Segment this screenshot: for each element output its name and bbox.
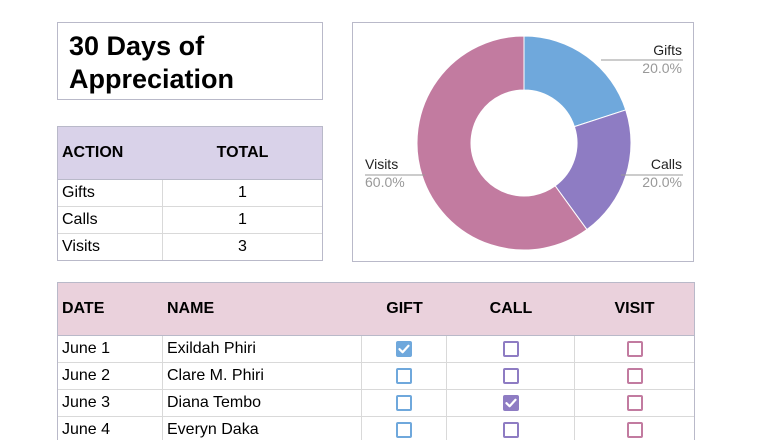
gift-checkbox[interactable] xyxy=(396,368,412,384)
name-cell[interactable]: Diana Tembo xyxy=(163,390,362,416)
visit-cell[interactable] xyxy=(575,417,694,440)
date-cell[interactable]: June 1 xyxy=(58,336,163,362)
visits-pct-label: 60.0% xyxy=(365,174,405,190)
log-header-gift[interactable]: GIFT xyxy=(386,300,423,317)
gift-checkbox[interactable] xyxy=(396,341,412,357)
donut-chart[interactable]: Gifts 20.0% Calls 20.0% Visits 60.0% xyxy=(352,22,694,262)
visit-cell[interactable] xyxy=(575,363,694,389)
calls-slice[interactable] xyxy=(554,109,632,231)
donut-chart-svg: Gifts 20.0% Calls 20.0% Visits 60.0% xyxy=(365,35,683,251)
gifts-slice[interactable] xyxy=(523,35,627,128)
table-row: June 3 Diana Tembo xyxy=(58,390,694,417)
gift-checkbox[interactable] xyxy=(396,422,412,438)
summary-header-row: ACTION TOTAL xyxy=(58,127,322,180)
call-checkbox[interactable] xyxy=(502,368,519,384)
checkmark-icon xyxy=(504,398,517,408)
call-cell[interactable] xyxy=(447,417,575,440)
title-box[interactable]: 30 Days of Appreciation xyxy=(57,22,323,100)
summary-action-cell[interactable]: Visits xyxy=(58,234,163,260)
summary-header-action[interactable]: ACTION xyxy=(62,144,124,161)
checkmark-icon xyxy=(398,344,410,354)
gift-checkbox[interactable] xyxy=(396,395,412,411)
date-cell[interactable]: June 4 xyxy=(58,417,163,440)
summary-total-cell[interactable]: 3 xyxy=(238,238,247,255)
gift-cell[interactable] xyxy=(362,336,447,362)
call-cell[interactable] xyxy=(447,390,575,416)
name-cell[interactable]: Exildah Phiri xyxy=(163,336,362,362)
calls-label: Calls xyxy=(651,156,682,172)
call-checkbox[interactable] xyxy=(502,422,519,438)
log-header-call[interactable]: CALL xyxy=(489,300,533,317)
summary-row: Calls 1 xyxy=(58,207,322,234)
visits-label: Visits xyxy=(365,156,398,172)
appreciation-log-table: DATE NAME GIFT CALL VISIT June 1 Exildah … xyxy=(57,282,695,440)
date-cell[interactable]: June 2 xyxy=(58,363,163,389)
log-body: June 1 Exildah Phiri June 2 Clare M. Phiri J… xyxy=(58,336,694,440)
call-checkbox[interactable] xyxy=(502,341,519,357)
gifts-label: Gifts xyxy=(653,42,682,58)
summary-header-total[interactable]: TOTAL xyxy=(216,144,269,161)
call-cell[interactable] xyxy=(447,336,575,362)
gift-cell[interactable] xyxy=(362,363,447,389)
table-row: June 4 Everyn Daka xyxy=(58,417,694,440)
visit-checkbox[interactable] xyxy=(626,368,643,384)
log-header-visit[interactable]: VISIT xyxy=(614,300,655,317)
summary-total-cell[interactable]: 1 xyxy=(238,184,247,201)
calls-pct-label: 20.0% xyxy=(642,174,682,190)
visit-checkbox[interactable] xyxy=(626,422,643,438)
summary-action-cell[interactable]: Gifts xyxy=(58,180,163,206)
gift-cell[interactable] xyxy=(362,417,447,440)
summary-row: Gifts 1 xyxy=(58,180,322,207)
visit-checkbox[interactable] xyxy=(626,395,643,411)
log-header-row: DATE NAME GIFT CALL VISIT xyxy=(58,283,694,336)
name-cell[interactable]: Everyn Daka xyxy=(163,417,362,440)
gift-cell[interactable] xyxy=(362,390,447,416)
call-cell[interactable] xyxy=(447,363,575,389)
summary-action-cell[interactable]: Calls xyxy=(58,207,163,233)
visit-checkbox[interactable] xyxy=(626,341,643,357)
table-row: June 1 Exildah Phiri xyxy=(58,336,694,363)
visit-cell[interactable] xyxy=(575,336,694,362)
date-cell[interactable]: June 3 xyxy=(58,390,163,416)
name-cell[interactable]: Clare M. Phiri xyxy=(163,363,362,389)
log-header-name[interactable]: NAME xyxy=(167,300,215,317)
gifts-pct-label: 20.0% xyxy=(642,60,682,76)
table-row: June 2 Clare M. Phiri xyxy=(58,363,694,390)
call-checkbox[interactable] xyxy=(502,395,519,411)
visits-slice[interactable] xyxy=(416,35,588,251)
summary-row: Visits 3 xyxy=(58,234,322,260)
page-title: 30 Days of Appreciation xyxy=(69,31,235,94)
log-header-date[interactable]: DATE xyxy=(62,300,105,317)
visit-cell[interactable] xyxy=(575,390,694,416)
summary-total-cell[interactable]: 1 xyxy=(238,211,247,228)
summary-table: ACTION TOTAL Gifts 1 Calls 1 Visits 3 xyxy=(57,126,323,261)
